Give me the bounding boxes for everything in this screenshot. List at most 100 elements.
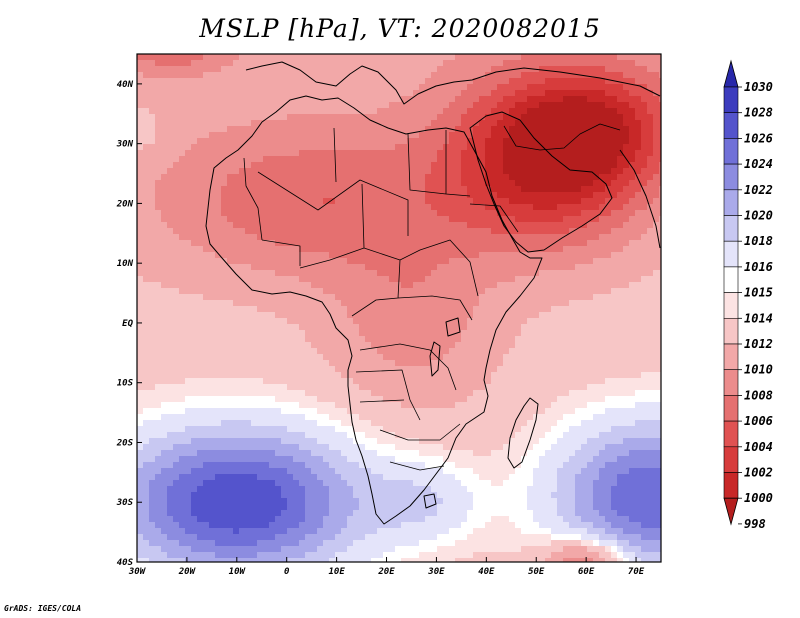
field-cell	[215, 72, 222, 79]
field-cell	[383, 366, 390, 373]
field-cell	[299, 216, 306, 223]
field-cell	[431, 390, 438, 397]
field-cell	[161, 216, 168, 223]
field-cell	[629, 114, 636, 121]
field-cell	[329, 318, 336, 325]
field-cell	[611, 156, 618, 163]
field-cell	[647, 318, 654, 325]
field-cell	[611, 114, 618, 121]
field-cell	[599, 342, 606, 349]
field-cell	[305, 96, 312, 103]
field-cell	[305, 168, 312, 175]
field-cell	[335, 366, 342, 373]
field-cell	[197, 168, 204, 175]
field-cell	[539, 144, 546, 151]
field-cell	[137, 138, 144, 145]
field-cell	[167, 288, 174, 295]
field-cell	[323, 336, 330, 343]
field-cell	[173, 288, 180, 295]
field-cell	[413, 132, 420, 139]
field-cell	[389, 60, 396, 67]
field-cell	[521, 132, 528, 139]
field-cell	[257, 330, 264, 337]
field-cell	[233, 156, 240, 163]
field-cell	[179, 138, 186, 145]
field-cell	[215, 288, 222, 295]
field-cell	[317, 144, 324, 151]
field-cell	[563, 246, 570, 253]
field-cell	[407, 270, 414, 277]
field-cell	[209, 126, 216, 133]
field-cell	[533, 222, 540, 229]
field-cell	[353, 174, 360, 181]
field-cell	[563, 276, 570, 283]
field-cell	[371, 366, 378, 373]
field-cell	[563, 102, 570, 109]
field-cell	[611, 276, 618, 283]
field-cell	[407, 156, 414, 163]
field-cell	[233, 126, 240, 133]
field-cell	[647, 294, 654, 301]
field-cell	[641, 84, 648, 91]
field-cell	[359, 324, 366, 331]
field-cell	[323, 270, 330, 277]
field-cell	[215, 294, 222, 301]
field-cell	[383, 246, 390, 253]
field-cell	[575, 60, 582, 67]
field-cell	[491, 162, 498, 169]
field-cell	[143, 156, 150, 163]
field-cell	[329, 144, 336, 151]
field-cell	[407, 336, 414, 343]
field-cell	[533, 54, 540, 61]
field-cell	[479, 288, 486, 295]
field-cell	[419, 318, 426, 325]
field-cell	[371, 306, 378, 313]
field-cell	[497, 354, 504, 361]
field-cell	[497, 120, 504, 127]
field-cell	[473, 270, 480, 277]
field-cell	[173, 60, 180, 67]
field-cell	[317, 318, 324, 325]
field-cell	[533, 246, 540, 253]
field-cell	[431, 294, 438, 301]
field-cell	[173, 360, 180, 367]
field-cell	[611, 300, 618, 307]
field-cell	[479, 72, 486, 79]
field-cell	[527, 120, 534, 127]
field-cell	[419, 252, 426, 259]
field-cell	[251, 276, 258, 283]
field-cell	[539, 114, 546, 121]
field-cell	[341, 60, 348, 67]
field-cell	[653, 108, 660, 115]
field-cell	[401, 156, 408, 163]
field-cell	[215, 330, 222, 337]
field-cell	[293, 174, 300, 181]
field-cell	[155, 150, 162, 157]
field-cell	[239, 180, 246, 187]
field-cell	[629, 276, 636, 283]
field-cell	[191, 156, 198, 163]
field-cell	[539, 78, 546, 85]
field-cell	[605, 102, 612, 109]
field-cell	[431, 78, 438, 85]
field-cell	[269, 270, 276, 277]
field-cell	[419, 234, 426, 241]
field-cell	[359, 312, 366, 319]
field-cell	[629, 288, 636, 295]
field-cell	[641, 186, 648, 193]
field-cell	[365, 390, 372, 397]
field-cell	[401, 198, 408, 205]
field-cell	[635, 78, 642, 85]
field-cell	[551, 264, 558, 271]
field-cell	[599, 378, 606, 385]
field-cell	[239, 390, 246, 397]
field-cell	[293, 360, 300, 367]
field-cell	[401, 60, 408, 67]
field-cell	[149, 324, 156, 331]
field-cell	[245, 366, 252, 373]
field-cell	[407, 222, 414, 229]
field-cell	[191, 378, 198, 385]
field-cell	[533, 174, 540, 181]
field-cell	[311, 348, 318, 355]
field-cell	[173, 78, 180, 85]
